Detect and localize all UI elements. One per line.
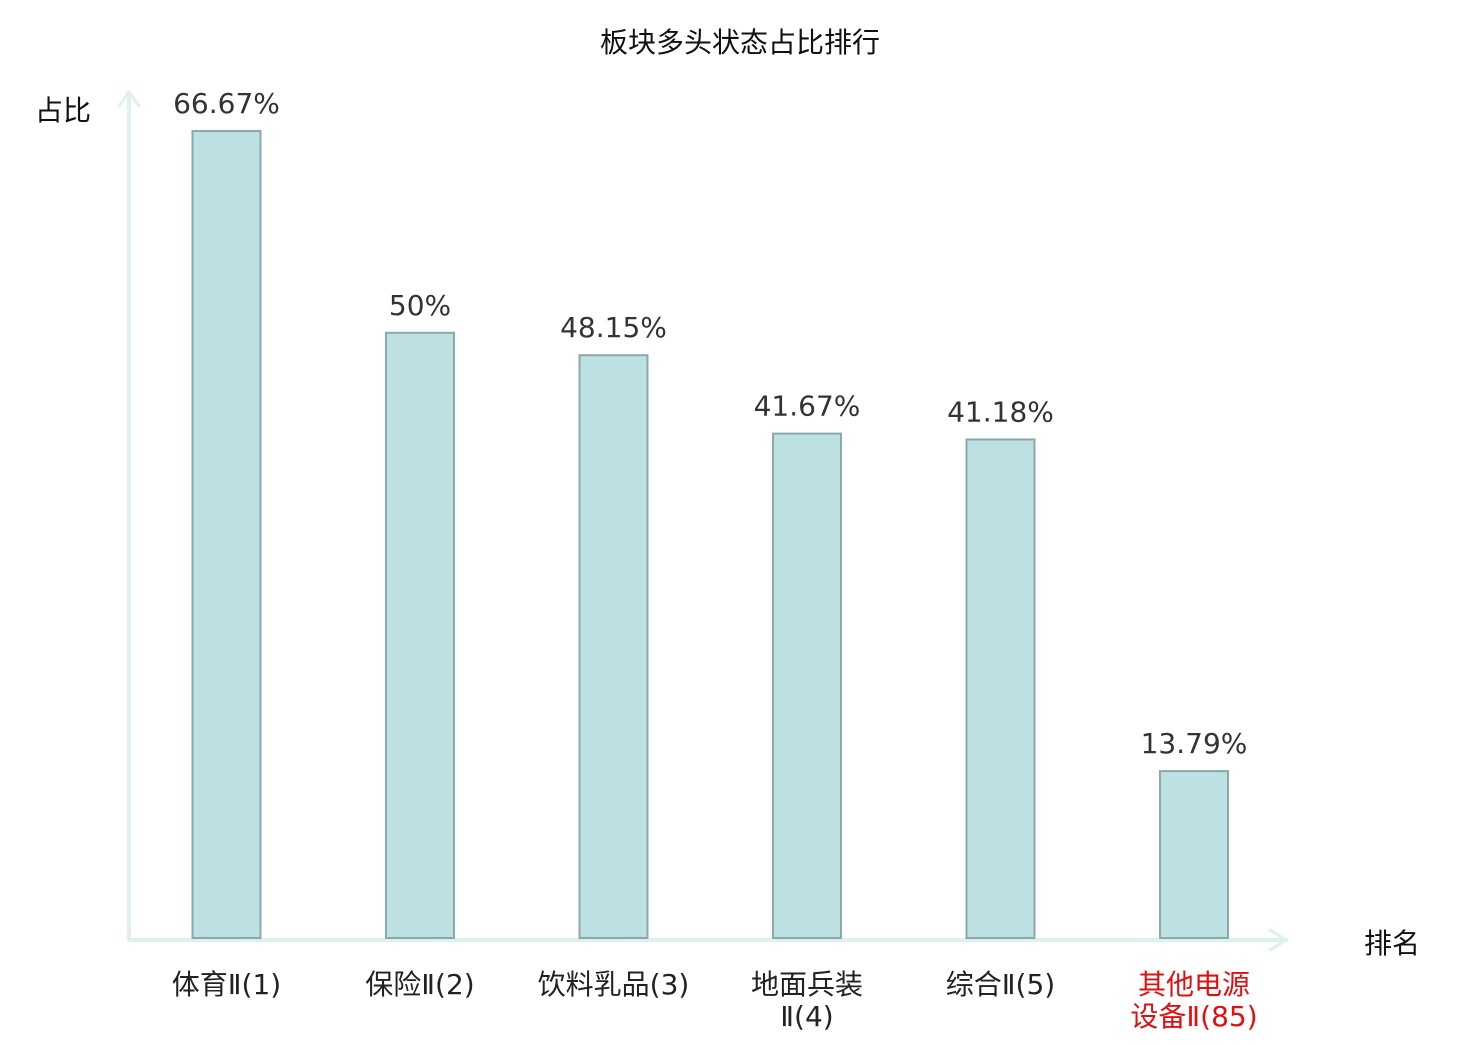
bar <box>191 130 262 939</box>
y-axis <box>117 90 141 940</box>
category-label: 综合Ⅱ(5) <box>946 968 1055 1001</box>
x-axis-label: 排名 <box>1364 927 1420 960</box>
value-labels: 66.67% 50% 48.15% 41.67% 41.18% 13.79% <box>173 87 1247 760</box>
chart-title: 板块多头状态占比排行 <box>600 26 880 59</box>
bar-value-label: 41.18% <box>947 396 1054 429</box>
bar <box>1159 770 1229 939</box>
bar-value-label: 48.15% <box>560 311 667 344</box>
bar <box>965 438 1036 939</box>
bar <box>385 331 455 939</box>
bar-value-label: 41.67% <box>754 390 861 423</box>
bars <box>191 130 1229 939</box>
bar <box>772 432 842 939</box>
x-axis <box>127 928 1288 952</box>
category-label: Ⅱ(4) <box>780 1000 833 1033</box>
category-label: 其他电源 <box>1138 968 1250 1001</box>
bar-value-label: 66.67% <box>173 87 280 120</box>
category-label: 设备Ⅱ(85) <box>1130 1000 1257 1033</box>
y-axis-label: 占比 <box>35 94 91 127</box>
category-label: 保险Ⅱ(2) <box>365 968 474 1001</box>
bar-value-label: 50% <box>389 289 451 322</box>
category-label: 地面兵装 <box>751 968 863 1001</box>
bar <box>578 354 649 939</box>
category-label: 饮料乳品(3) <box>538 968 690 1001</box>
category-label: 体育Ⅱ(1) <box>172 968 281 1001</box>
bar-value-label: 13.79% <box>1141 727 1248 760</box>
